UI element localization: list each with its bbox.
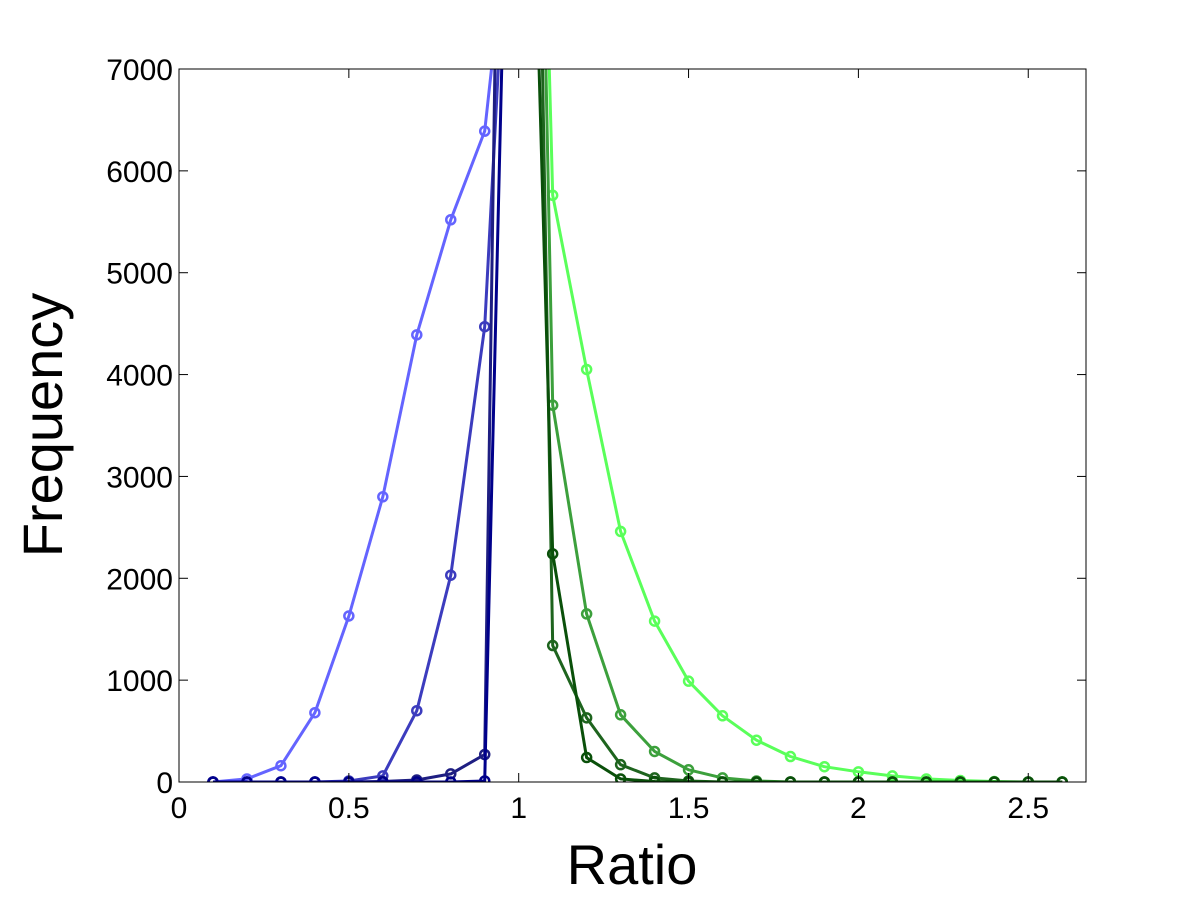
plot-area — [179, 69, 1086, 782]
data-point — [784, 750, 797, 763]
data-point — [546, 639, 559, 652]
data-point — [445, 776, 457, 782]
data-point — [478, 125, 491, 137]
data-point — [886, 770, 899, 782]
y-tick-label: 6000 — [106, 156, 173, 189]
data-point — [343, 610, 355, 622]
data-point — [818, 776, 831, 782]
x-tick-label: 1 — [510, 792, 527, 825]
data-point — [818, 760, 831, 773]
data-point — [580, 608, 593, 620]
data-point — [309, 706, 321, 719]
data-point — [614, 758, 627, 771]
x-tick-label: 0.5 — [328, 792, 370, 825]
data-point — [920, 776, 933, 782]
y-axis-title: Frequency — [11, 293, 74, 558]
y-tick-label: 5000 — [106, 258, 173, 291]
x-tick-label: 2.5 — [1007, 792, 1049, 825]
data-point — [614, 709, 627, 721]
y-tick-label: 7000 — [106, 54, 173, 87]
series-line — [541, 69, 1063, 782]
y-tick-label: 1000 — [106, 665, 173, 698]
series-line — [537, 69, 1063, 782]
data-point — [207, 776, 219, 782]
data-point — [309, 776, 321, 782]
data-point — [580, 363, 593, 376]
data-point — [411, 776, 423, 782]
data-point — [445, 569, 457, 581]
data-point — [377, 776, 389, 782]
data-point — [648, 775, 661, 782]
series-line — [213, 69, 500, 782]
x-axis-title: Ratio — [567, 833, 698, 896]
data-point — [275, 759, 287, 772]
series-line — [544, 69, 1063, 782]
x-tick-label: 0 — [171, 792, 188, 825]
data-point — [614, 773, 627, 782]
data-point — [648, 745, 661, 758]
data-point — [614, 525, 627, 538]
data-point — [1056, 776, 1068, 782]
data-point — [682, 675, 695, 687]
data-point — [478, 320, 491, 333]
data-point — [716, 776, 729, 782]
data-point — [784, 776, 797, 782]
plot-frame — [178, 68, 1087, 783]
data-point — [954, 776, 967, 782]
data-point — [580, 712, 593, 724]
data-point — [241, 776, 253, 782]
y-tick-label: 3000 — [106, 461, 173, 494]
y-tick-label: 0 — [156, 767, 173, 800]
data-point — [716, 710, 729, 722]
data-point — [411, 329, 423, 341]
data-point — [988, 776, 1001, 782]
data-point — [546, 548, 559, 560]
data-point — [648, 615, 661, 627]
data-point — [377, 491, 389, 503]
data-point — [886, 776, 899, 782]
data-point — [411, 704, 423, 717]
data-point — [445, 213, 457, 226]
y-tick-label: 4000 — [106, 360, 173, 393]
series-line — [212, 69, 493, 782]
ticks-layer: 0 0.5 1 1.5 2 2.5 0 1000 2000 3000 4000 5000 6000 700… — [106, 54, 1086, 825]
data-point — [580, 751, 593, 764]
data-point — [716, 772, 729, 782]
data-point — [478, 775, 491, 782]
y-tick-label: 2000 — [106, 563, 173, 596]
data-point — [750, 734, 763, 746]
x-tick-label: 1.5 — [668, 792, 710, 825]
x-tick-label: 2 — [850, 792, 867, 825]
data-point — [275, 776, 287, 782]
data-point — [750, 776, 763, 782]
